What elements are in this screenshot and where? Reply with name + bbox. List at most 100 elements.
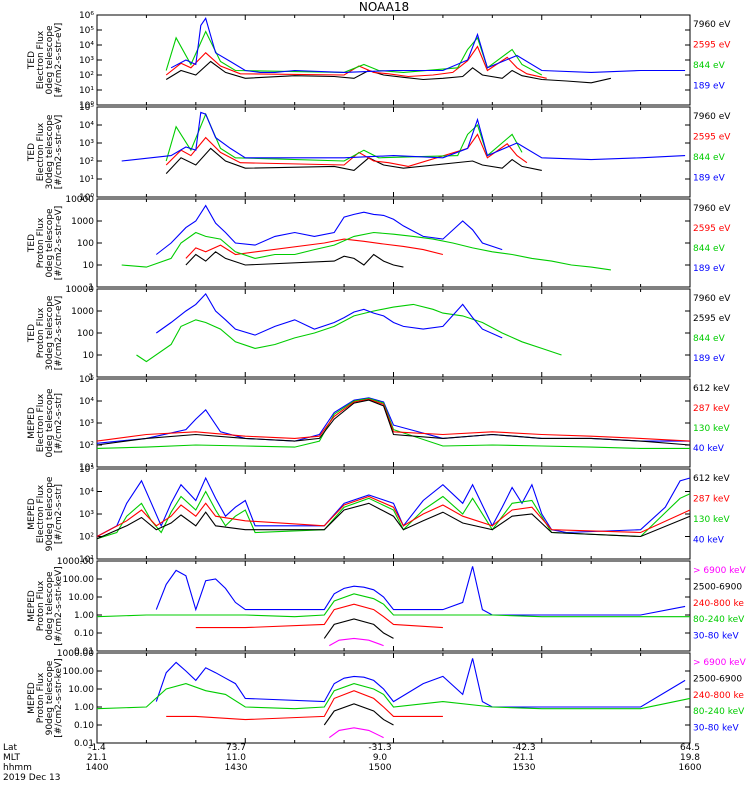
y-axis-label: Electron Flux [36,122,46,181]
panel-4: 1 10 100 1000 10000 TED Proton Flux 30deg teles… [27,285,731,383]
y-tick-label: 10⁵ [79,103,94,113]
legend-label: 7960 eV [693,20,731,30]
y-axis-label: MEPED [27,498,37,530]
y-tick-label: 10⁴ [79,397,94,407]
legend-label: 7960 eV [693,294,731,304]
y-tick-label: 1.00 [74,703,94,713]
y-tick-label: 10³ [79,56,94,66]
footer-value: 1500 [369,763,392,773]
y-tick-label: 10⁴ [79,488,94,498]
series-80-240-kev [96,593,690,618]
y-axis-label: 90deg telescope [45,476,55,551]
panel-5: 10¹ 10² 10³ 10⁴ 10⁵ MEPED Electron Flux 0deg te… [27,375,730,473]
panel-frame [96,198,691,288]
y-axis-label: MEPED [27,682,37,714]
time-axis-footer: Lat -1.4 73.7 -31.3 -42.3 64.5 MLT 21.1 11.0 9.0 2… [3,743,702,783]
y-axis-label: Proton Flux [36,672,46,723]
footer-value: 1600 [679,763,702,773]
footer-value: 11.0 [226,753,246,763]
legend-label: 2595 eV [693,224,731,234]
legend-label: 130 keV [693,515,730,525]
legend-label: 287 keV [693,495,730,505]
y-axis-label: Proton Flux [36,217,46,268]
series-30-80-kev [155,566,686,616]
footer-row-label: Lat [3,743,18,753]
series-287-kev [96,398,691,442]
y-tick-label: 100.00 [63,667,95,677]
series-130-kev [96,397,690,449]
y-tick-label: 1 [88,373,94,383]
series-189-ev [155,204,503,255]
series-612-kev [96,502,691,540]
y-axis-label: Proton Flux [36,580,46,631]
y-axis-label: TED [27,51,37,70]
y-axis-label: 0deg telescope [45,208,55,278]
legend-label: 40 keV [693,444,725,454]
panel-6: 10¹ 10² 10³ 10⁴ 10⁵ MEPED Electron Flux 90deg t… [27,465,730,565]
legend-label: 80-240 keV [693,707,745,717]
legend-label: 612 keV [693,474,730,484]
legend-label: 189 eV [693,354,726,364]
series-40-kev [96,476,691,537]
legend-label: 130 keV [693,424,730,434]
y-axis-label: [#/cm2-s-str-keV] [54,658,64,737]
legend-label: 2595 eV [693,133,731,143]
y-tick-label: 10⁶ [79,11,94,21]
y-tick-label: 10⁰ [79,193,94,203]
footer-value: 1530 [513,763,536,773]
legend-label: 2595 eV [693,314,731,324]
y-tick-label: 10¹ [79,463,94,473]
legend-label: 189 eV [693,174,726,184]
panel-frame [96,378,691,468]
footer-row-label: MLT [3,753,21,763]
y-tick-label: 10² [79,157,94,167]
series-189-ev [170,17,686,73]
legend-label: 2500-6900 [693,582,742,592]
y-axis-label: TED [27,234,37,253]
series-844-ev [165,30,543,76]
legend-label: 80-240 keV [693,615,745,625]
legend-label: > 6900 keV [693,658,747,668]
y-tick-label: 10.00 [68,685,94,695]
y-tick-label: 10000 [65,195,94,205]
y-tick-label: 100.00 [63,575,95,585]
series-30-80-kev [155,658,686,708]
footer-value: 1430 [225,763,248,773]
series-189-ev [121,111,686,162]
series-612-kev [96,399,691,446]
legend-label: 240-800 ke [693,599,744,609]
legend-label: 844 eV [693,153,726,163]
series-844-ev [121,231,611,271]
y-tick-label: 10¹ [79,555,94,565]
series-844-ev [165,112,523,162]
panel-7: 0.01 0.10 1.00 10.00 100.00 1000.00 MEPED Proto… [27,557,747,657]
panel-frame [96,468,691,560]
y-tick-label: 10² [79,71,94,81]
series-240-800-kev [166,690,443,721]
y-tick-label: 10⁵ [79,375,94,385]
y-tick-label: 0.10 [74,629,94,639]
y-axis-label: Proton Flux [36,307,46,358]
legend-label: 844 eV [693,334,726,344]
y-tick-label: 0.01 [74,647,94,657]
y-axis-label: 0deg telescope [45,571,55,641]
legend-label: 2595 eV [693,41,731,51]
legend-label: 40 keV [693,536,725,546]
legend-label: 844 eV [693,244,726,254]
y-tick-label: 10³ [79,419,94,429]
footer-row-label: hhmm [3,763,32,773]
y-tick-label: 100 [77,329,94,339]
y-axis-label: [#/cm2-s-str-eV] [54,206,64,281]
y-tick-label: 10⁵ [79,465,94,475]
legend-label: 287 keV [693,404,730,414]
y-axis-label: 90deg telescope [45,660,55,735]
panel-8: 0.01 0.10 1.00 10.00 100.00 1000.00 MEPED Proto… [27,649,747,749]
series--6900-kev [329,637,384,647]
footer-value: 21.1 [514,753,534,763]
series-2500-6900 [323,618,394,639]
footer-value: 73.7 [226,743,246,753]
y-axis-label: MEPED [27,407,37,439]
y-tick-label: 10³ [79,510,94,520]
y-axis-label: [#/cm2-s-str] [54,393,64,453]
